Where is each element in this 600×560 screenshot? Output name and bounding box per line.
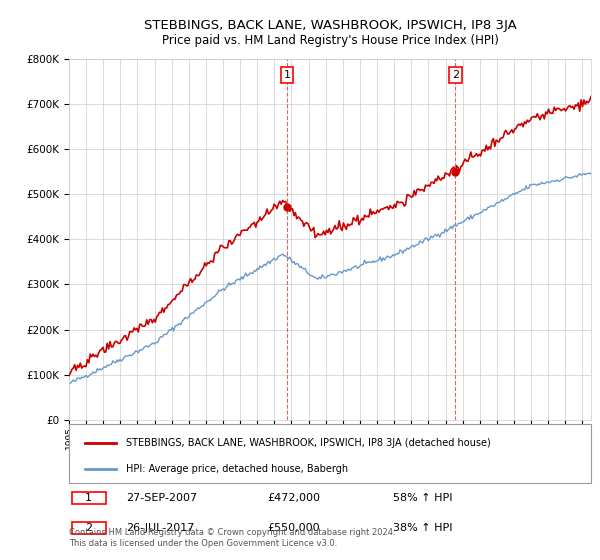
Text: HPI: Average price, detached house, Babergh: HPI: Average price, detached house, Babe…: [127, 464, 349, 474]
Text: STEBBINGS, BACK LANE, WASHBROOK, IPSWICH, IP8 3JA (detached house): STEBBINGS, BACK LANE, WASHBROOK, IPSWICH…: [127, 438, 491, 448]
Text: Price paid vs. HM Land Registry's House Price Index (HPI): Price paid vs. HM Land Registry's House …: [161, 34, 499, 48]
Text: 38% ↑ HPI: 38% ↑ HPI: [392, 523, 452, 533]
Text: STEBBINGS, BACK LANE, WASHBROOK, IPSWICH, IP8 3JA: STEBBINGS, BACK LANE, WASHBROOK, IPSWICH…: [143, 18, 517, 32]
FancyBboxPatch shape: [71, 522, 106, 534]
Text: £472,000: £472,000: [268, 493, 320, 503]
Text: 58% ↑ HPI: 58% ↑ HPI: [392, 493, 452, 503]
Text: 1: 1: [284, 70, 291, 80]
FancyBboxPatch shape: [69, 424, 591, 483]
Text: £550,000: £550,000: [268, 523, 320, 533]
Text: Contains HM Land Registry data © Crown copyright and database right 2024.
This d: Contains HM Land Registry data © Crown c…: [69, 528, 395, 548]
Text: 27-SEP-2007: 27-SEP-2007: [127, 493, 197, 503]
Text: 26-JUL-2017: 26-JUL-2017: [127, 523, 195, 533]
Text: 2: 2: [452, 70, 459, 80]
Text: 2: 2: [85, 523, 92, 533]
Text: 1: 1: [85, 493, 92, 503]
FancyBboxPatch shape: [71, 492, 106, 505]
